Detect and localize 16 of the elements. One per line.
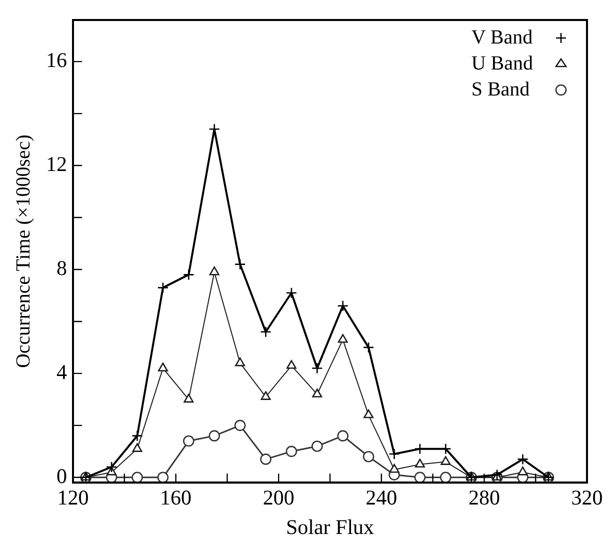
y-tick-label: 4 [56,360,68,384]
x-tick-label: 120 [57,486,89,510]
legend-label: S Band [471,78,530,100]
x-tick-label: 240 [366,486,398,510]
legend-label: U Band [471,52,534,74]
y-axis-title: Occurrence Time (×1000sec) [12,134,34,368]
x-tick-label: 280 [468,486,500,510]
y-tick-label: 12 [46,152,67,176]
x-tick-label: 320 [571,486,603,510]
y-tick-label: 0 [56,464,67,488]
y-tick-label: 8 [56,256,67,280]
x-tick-label: 160 [160,486,192,510]
x-tick-label: 200 [262,486,294,510]
x-axis-title: Solar Flux [286,514,375,539]
y-tick-label: 16 [46,48,67,72]
legend-label: V Band [471,26,533,48]
